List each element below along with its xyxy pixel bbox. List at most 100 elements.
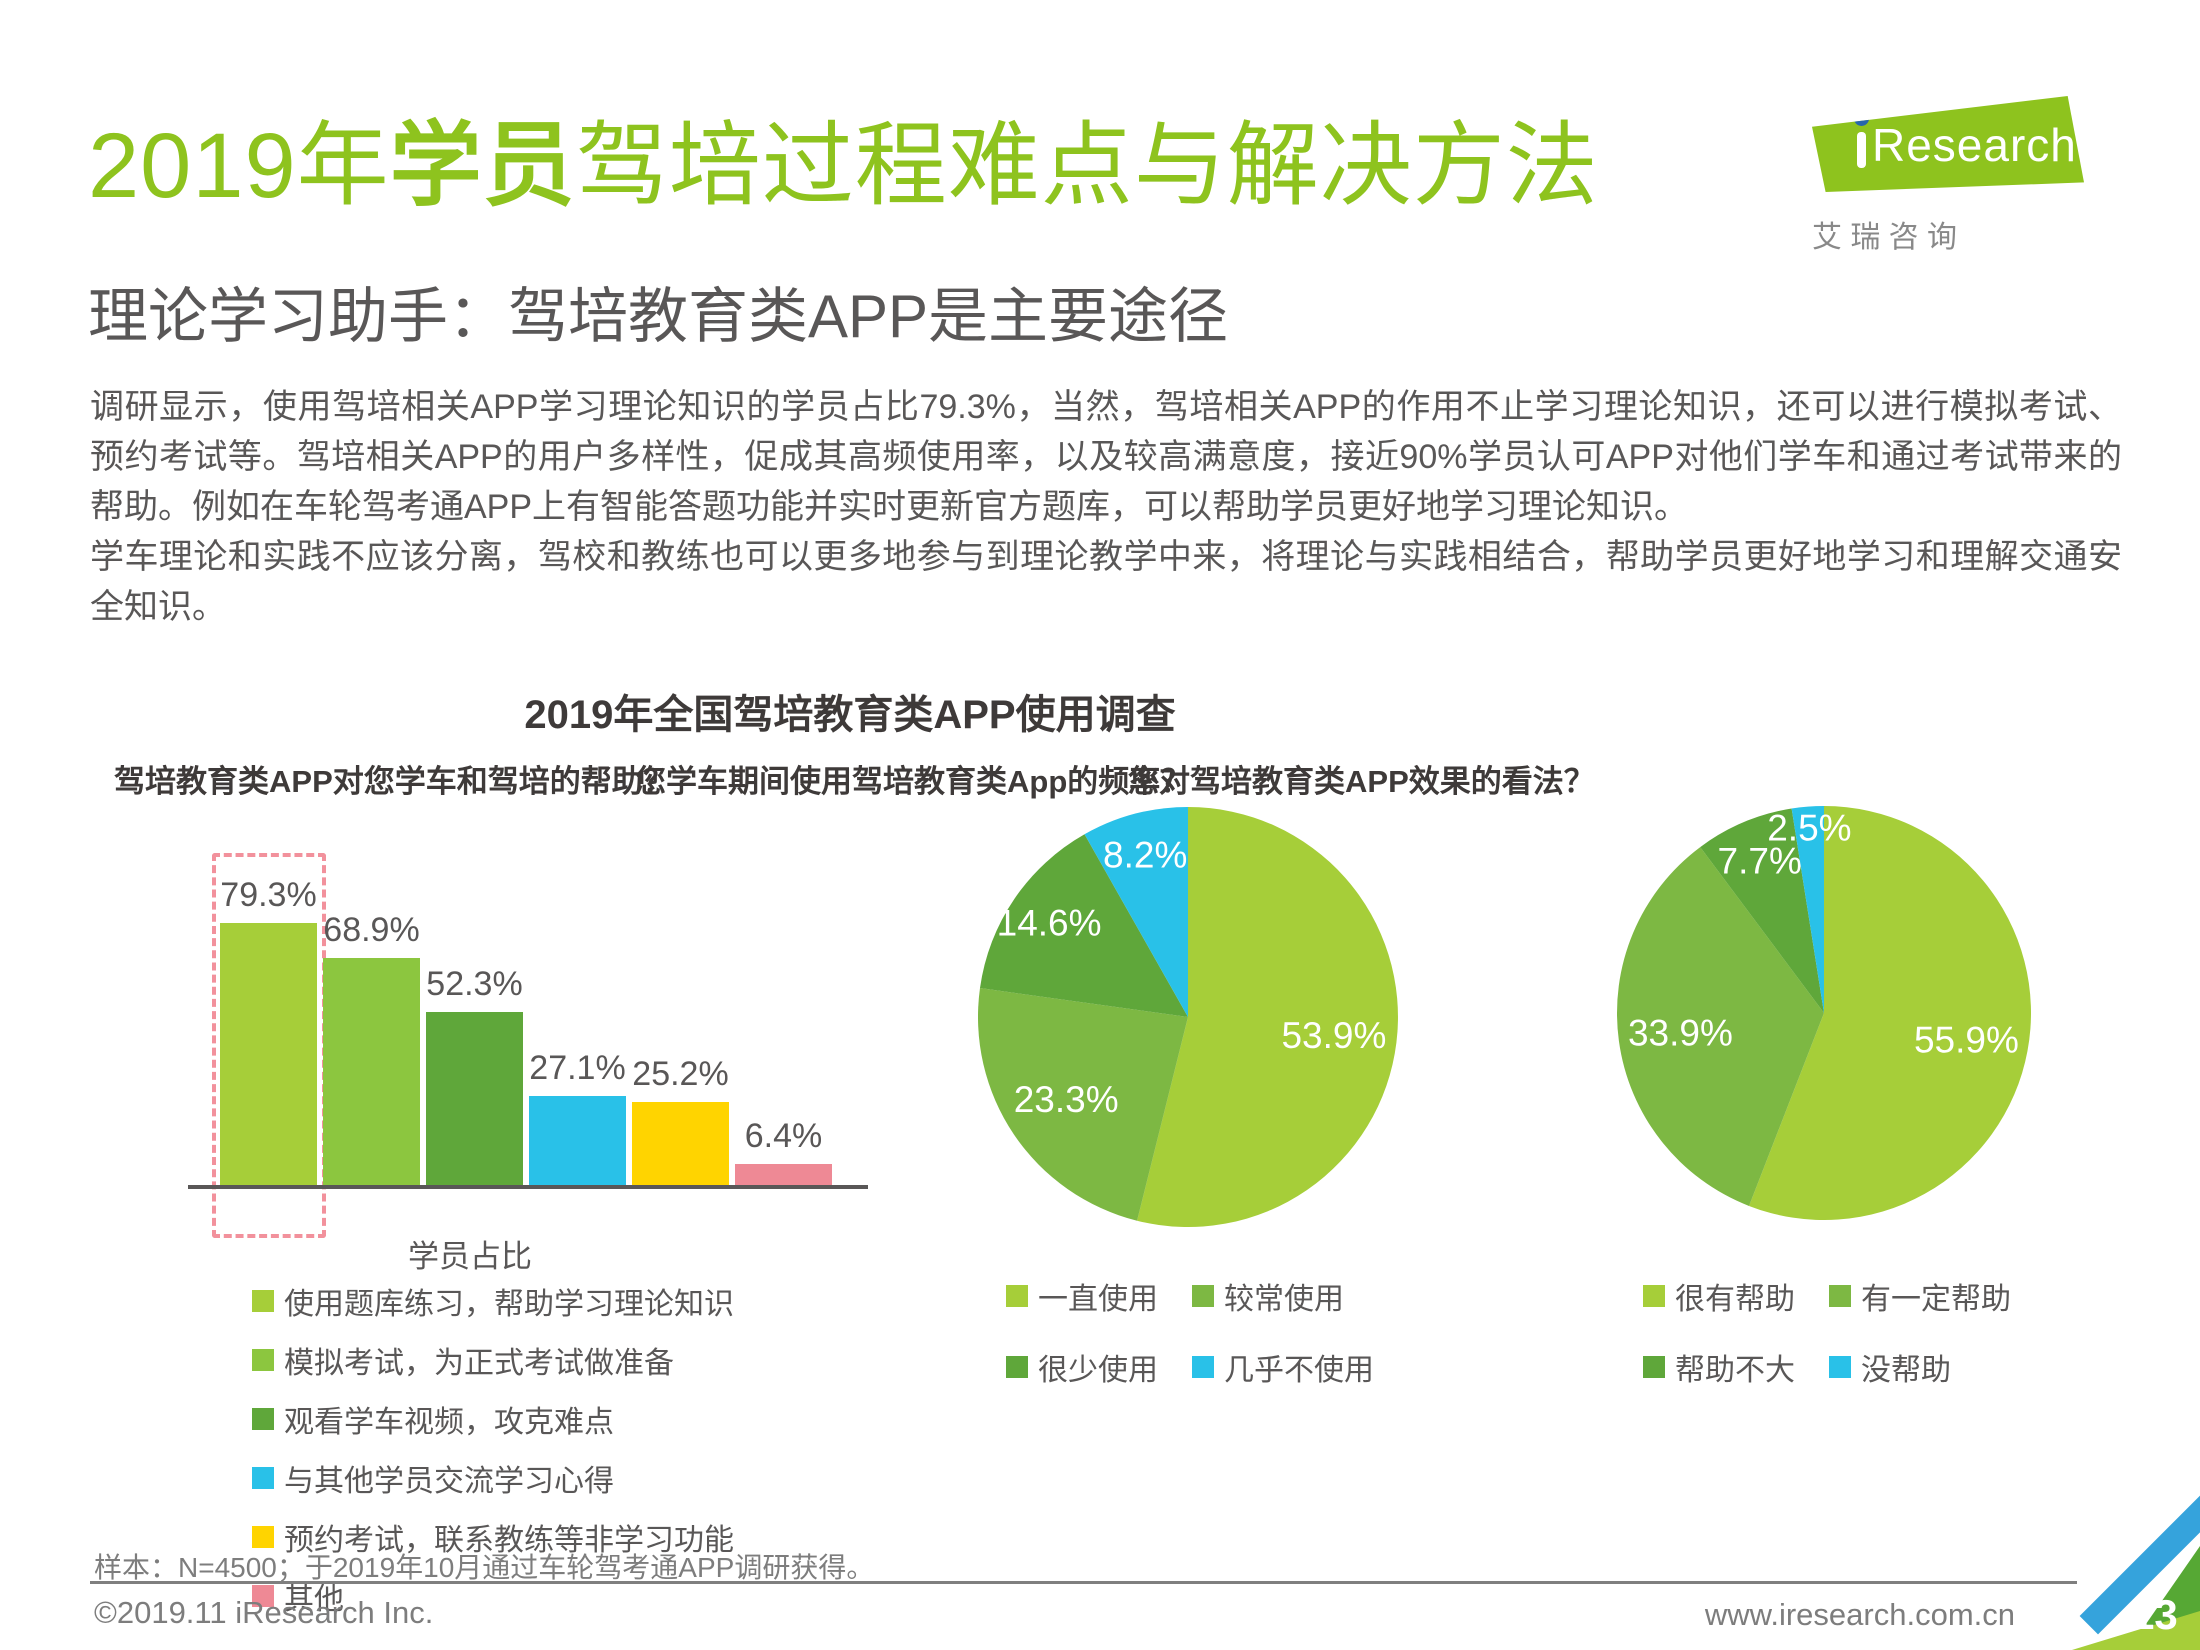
page-title-emphasis: 学员	[389, 115, 576, 217]
bar-value-5: 6.4%	[744, 1116, 823, 1155]
legend-swatch-icon	[1643, 1356, 1665, 1378]
page-title-suffix: 驾培过程难点与解决方法	[575, 115, 1599, 217]
bar-value-4: 25.2%	[632, 1054, 729, 1093]
copyright-text: ©2019.11 iResearch Inc.	[94, 1595, 434, 1630]
pie-slice-0	[1137, 807, 1398, 1227]
bar-value-2: 52.3%	[426, 965, 523, 1004]
pie-slice-2	[980, 834, 1188, 1017]
bar-1	[323, 957, 420, 1185]
section-subtitle: 理论学习助手：驾培教育类APP是主要途径	[88, 283, 1229, 350]
legend-item: 预约考试，联系教练等非学习功能	[252, 1515, 734, 1559]
legend-swatch-icon	[252, 1585, 274, 1607]
pie-slice-label-2: 14.6%	[997, 903, 1102, 944]
pie-slice-1	[1617, 847, 1824, 1206]
survey-title: 2019年全国驾培教育类APP使用调查	[524, 693, 1176, 737]
footer-divider	[90, 1581, 2077, 1584]
body-text: 调研显示，使用驾培相关APP学习理论知识的学员占比79.3%，当然，驾培相关AP…	[90, 382, 2122, 632]
legend-item: 模拟考试，为正式考试做准备	[252, 1338, 734, 1382]
bar-value-1: 68.9%	[323, 910, 420, 949]
pie-slice-1	[977, 988, 1188, 1221]
legend-swatch-icon	[1829, 1356, 1851, 1378]
pie-slice-label-0: 55.9%	[1914, 1020, 2019, 1061]
pie1-chart-title: 您学车期间使用驾培教育类App的频率？	[635, 764, 1192, 799]
body-paragraph-2: 学车理论和实践不应该分离，驾校和教练也可以更多地参与到理论教学中来，将理论与实践…	[90, 538, 2122, 626]
iresearch-logo-shape: Research	[1812, 96, 2084, 192]
pie-chart-frequency: 53.9% 23.3% 14.6% 8.2%	[977, 807, 1398, 1232]
pie-slice-label-2: 7.7%	[1718, 840, 1802, 881]
pie-slice-label-3: 2.5%	[1767, 807, 1851, 848]
sample-footnote: 样本：N=4500；于2019年10月通过车轮驾考通APP调研获得。	[94, 1552, 875, 1583]
legend-label: 帮助不大	[1675, 1354, 1795, 1387]
bar-0	[220, 923, 317, 1185]
legend-swatch-icon	[252, 1290, 274, 1312]
legend-label: 模拟考试，为正式考试做准备	[284, 1347, 674, 1380]
pie-slice-label-0: 53.9%	[1281, 1015, 1386, 1056]
bar-chart: 79.3% 68.9% 52.3% 27.1% 25.2% 6.4%	[188, 846, 868, 1189]
pie-slice-label-1: 33.9%	[1628, 1013, 1733, 1054]
pie-slice-label-1: 23.3%	[1014, 1079, 1119, 1120]
bar-2	[426, 1012, 523, 1185]
body-paragraph-1: 调研显示，使用驾培相关APP学习理论知识的学员占比79.3%，当然，驾培相关AP…	[90, 388, 2122, 526]
pie-slice-3	[1791, 806, 1824, 1013]
legend-swatch-icon	[252, 1467, 274, 1489]
legend-label: 很有帮助	[1675, 1283, 1795, 1316]
pie1-legend: 一直使用 较常使用很少使用 几乎不使用	[1006, 1274, 1374, 1389]
legend-swatch-icon	[252, 1408, 274, 1430]
legend-item: 有一定帮助	[1829, 1274, 2011, 1318]
pie-slice-2	[1700, 808, 1824, 1013]
legend-label: 有一定帮助	[1861, 1283, 2011, 1316]
page-title-prefix: 2019年	[88, 115, 390, 217]
bar-5	[735, 1163, 832, 1185]
legend-label: 几乎不使用	[1224, 1354, 1374, 1387]
pie-slice-3	[1084, 807, 1188, 1017]
legend-swatch-icon	[1006, 1356, 1028, 1378]
bar-value-0: 79.3%	[220, 876, 317, 915]
legend-label: 观看学车视频，攻克难点	[284, 1406, 614, 1439]
legend-label: 使用题库练习，帮助学习理论知识	[284, 1288, 734, 1321]
legend-label: 预约考试，联系教练等非学习功能	[284, 1524, 734, 1557]
logo-wordmark: Research	[1872, 119, 2077, 171]
legend-item: 很有帮助	[1643, 1274, 1829, 1318]
bar-chart-xlabel: 学员占比	[408, 1239, 532, 1274]
iresearch-logo: Research	[1812, 96, 2092, 192]
logo-i-stem-icon	[1857, 132, 1866, 168]
legend-label: 与其他学员交流学习心得	[284, 1465, 614, 1498]
bar-value-3: 27.1%	[529, 1048, 626, 1087]
legend-swatch-icon	[1643, 1285, 1665, 1307]
legend-swatch-icon	[1829, 1285, 1851, 1307]
legend-label: 很少使用	[1038, 1354, 1158, 1387]
website-link[interactable]: www.iresearch.com.cn	[1704, 1597, 2015, 1632]
x-axis-line	[188, 1185, 868, 1189]
pie2-chart-title: 您对驾培教育类APP效果的看法？	[1128, 764, 1595, 799]
logo-chinese-name: 艾 瑞 咨 询	[1812, 221, 1958, 254]
pie-chart-opinion: 55.9% 33.9% 7.7% 2.5%	[1617, 806, 2031, 1225]
pie-slice-label-3: 8.2%	[1103, 835, 1187, 876]
legend-label: 其他	[284, 1583, 344, 1616]
bar-3	[529, 1095, 626, 1185]
legend-item: 较常使用	[1192, 1274, 1374, 1318]
bar-chart-legend: 使用题库练习，帮助学习理论知识 模拟考试，为正式考试做准备 观看学车视频，攻克难点与…	[252, 1279, 734, 1618]
legend-item: 使用题库练习，帮助学习理论知识	[252, 1279, 734, 1323]
legend-item: 其他	[252, 1574, 734, 1618]
legend-swatch-icon	[1192, 1356, 1214, 1378]
legend-item: 与其他学员交流学习心得	[252, 1456, 734, 1500]
pie-slice-0	[1749, 806, 2031, 1220]
legend-item: 没帮助	[1829, 1345, 2011, 1389]
page-title: 2019年学员驾培过程难点与解决方法	[88, 118, 1599, 215]
pie2-legend: 很有帮助 有一定帮助帮助不大 没帮助	[1643, 1274, 2011, 1389]
legend-item: 几乎不使用	[1192, 1345, 1374, 1389]
page-number: 13	[2131, 1591, 2178, 1638]
legend-swatch-icon	[252, 1349, 274, 1371]
legend-swatch-icon	[1006, 1285, 1028, 1307]
legend-item: 观看学车视频，攻克难点	[252, 1397, 734, 1441]
legend-swatch-icon	[252, 1526, 274, 1548]
legend-label: 较常使用	[1224, 1283, 1344, 1316]
logo-i-dot-icon	[1854, 111, 1869, 126]
legend-label: 没帮助	[1861, 1354, 1951, 1387]
bar-chart-title: 驾培教育类APP对您学车和驾培的帮助？	[114, 764, 674, 799]
legend-item: 很少使用	[1006, 1345, 1192, 1389]
corner-decoration: 13	[2055, 1481, 2200, 1650]
legend-label: 一直使用	[1038, 1283, 1158, 1316]
legend-swatch-icon	[1192, 1285, 1214, 1307]
